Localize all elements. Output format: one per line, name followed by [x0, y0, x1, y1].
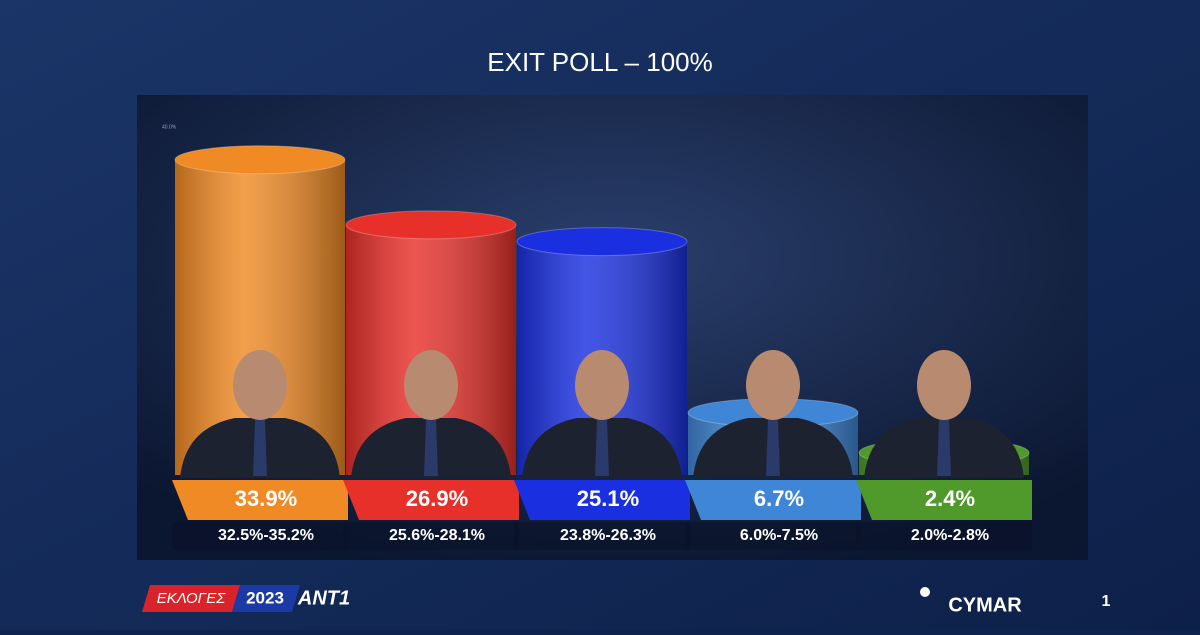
candidate-head: [404, 350, 458, 420]
value-label: 25.1%: [577, 486, 639, 511]
interval-label: 2.0%-2.8%: [911, 527, 989, 544]
value-label: 26.9%: [406, 486, 468, 511]
logo-icon: [920, 587, 930, 597]
y-tick-label: 40.0%: [162, 124, 177, 130]
interval-label: 25.6%-28.1%: [389, 527, 485, 544]
election-badge: [142, 585, 240, 612]
value-banner: [685, 480, 861, 520]
interval-band: [514, 522, 690, 550]
value-banner: [172, 480, 348, 520]
candidate-head: [917, 350, 971, 420]
plot: 40.0% 33.9% 32.5%-35.2% 26.9% 25.6%-28.1% 25.…: [162, 124, 1032, 550]
value-banner: [514, 480, 690, 520]
candidate-tie: [253, 420, 267, 476]
value-label: 2.4%: [925, 486, 975, 511]
interval-band: [856, 522, 1032, 550]
candidate-tie: [766, 420, 780, 476]
value-label: 6.7%: [754, 486, 804, 511]
candidate-head: [575, 350, 629, 420]
bar-top: [174, 145, 346, 175]
candidate-head: [746, 350, 800, 420]
value-label: 33.9%: [235, 486, 297, 511]
channel-logo: ANT1: [297, 587, 350, 609]
bar-top: [516, 227, 688, 257]
candidate-tie: [595, 420, 609, 476]
interval-label: 23.8%-26.3%: [560, 527, 656, 544]
year-label: 2023: [246, 588, 284, 607]
interval-band: [343, 522, 519, 550]
page-number: 1: [1102, 593, 1111, 610]
pollster-logo: CYMAR: [948, 594, 1022, 616]
interval-band: [172, 522, 348, 550]
chart-title: EXIT POLL – 100%: [487, 47, 712, 77]
interval-label: 32.5%-35.2%: [218, 527, 314, 544]
value-banner: [343, 480, 519, 520]
election-label: ΕΚΛΟΓΕΣ: [157, 590, 226, 607]
candidate-head: [233, 350, 287, 420]
interval-band: [685, 522, 861, 550]
year-badge: [232, 585, 300, 612]
candidate-tie: [424, 420, 438, 476]
footer: ΕΚΛΟΓΕΣ 2023 ANT1 CYMAR 1: [142, 585, 1111, 616]
candidate-tie: [937, 420, 951, 476]
value-banner: [856, 480, 1032, 520]
bar-top: [345, 210, 517, 240]
interval-label: 6.0%-7.5%: [740, 527, 818, 544]
